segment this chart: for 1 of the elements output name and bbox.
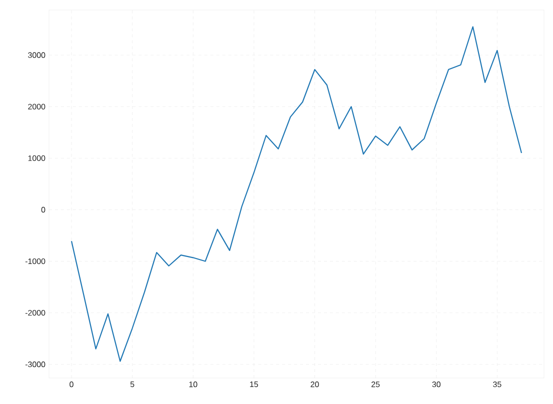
line-series <box>70 26 522 362</box>
